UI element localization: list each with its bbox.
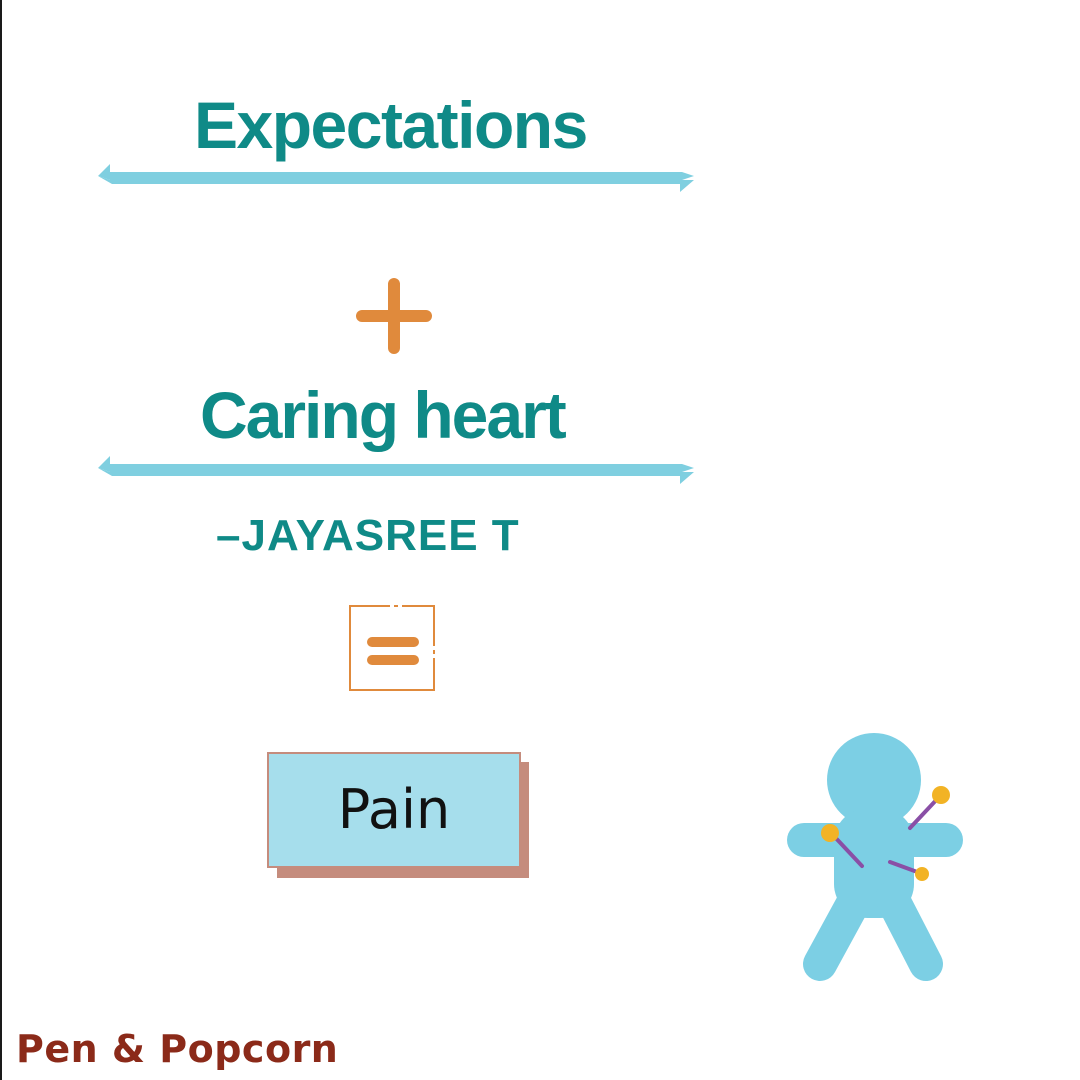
voodoo-doll-with-pins-icon	[787, 733, 963, 981]
plus-icon	[356, 278, 432, 354]
brand-logo-text: Pen & Popcorn	[16, 1027, 339, 1071]
frame-edge	[0, 0, 2, 1080]
expectations-text: Expectations	[194, 88, 588, 162]
caring-heart-text: Caring heart	[200, 378, 567, 452]
fraction-divider-top	[98, 164, 694, 192]
author-credit: –JAYASREE T	[216, 511, 520, 560]
pain-box: Pain	[267, 752, 529, 878]
fraction-divider-bottom	[98, 456, 694, 484]
equals-icon	[349, 605, 435, 691]
pain-box-face: Pain	[267, 752, 521, 868]
pain-text: Pain	[337, 778, 451, 841]
